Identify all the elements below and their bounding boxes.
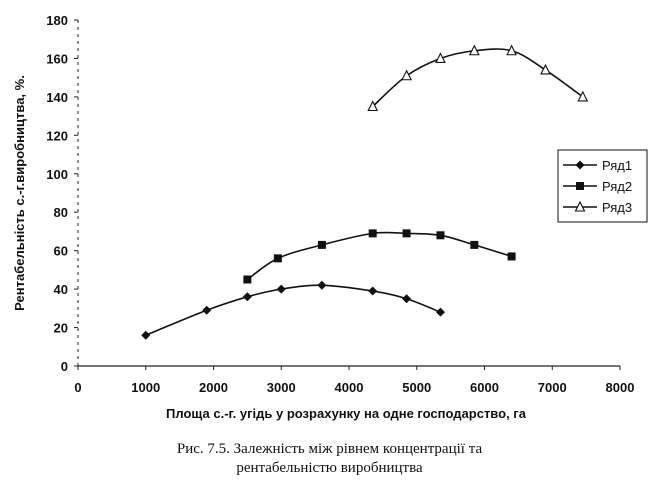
data-point (317, 240, 326, 249)
x-tick-label: 6000 (470, 380, 499, 395)
data-point (317, 280, 327, 290)
series-1 (141, 280, 445, 340)
legend-marker (575, 160, 585, 170)
y-tick-label: 0 (61, 359, 68, 374)
data-point (276, 284, 286, 294)
x-axis-title: Площа с.-г. угідь у розрахунку на одне г… (166, 406, 527, 421)
data-point (468, 44, 480, 56)
data-point (577, 90, 589, 102)
y-ticks: 0 20 40 60 80 100 120 140 160 180 (46, 13, 78, 374)
figure-caption: Рис. 7.5. Залежність між рівнем концентр… (0, 440, 659, 478)
y-tick-label: 100 (46, 167, 68, 182)
data-point (436, 231, 445, 240)
legend-marker (574, 200, 586, 212)
data-point (368, 286, 378, 296)
y-tick-label: 180 (46, 13, 68, 28)
legend-label: Ряд1 (602, 158, 632, 173)
data-point (402, 229, 411, 238)
data-point (368, 229, 377, 238)
caption-line-2: рентабельністю виробництва (236, 460, 423, 476)
y-tick-label: 160 (46, 51, 68, 66)
data-point (141, 330, 151, 340)
series-layer (141, 44, 589, 340)
legend-label: Ряд3 (602, 200, 632, 215)
series-line (145, 284, 441, 336)
data-point (273, 254, 282, 263)
x-tick-label: 4000 (335, 380, 364, 395)
x-tick-label: 7000 (538, 380, 567, 395)
data-point (540, 63, 551, 75)
y-tick-label: 60 (54, 244, 68, 259)
y-axis-title: Рентабельність с.-г.виробництва, %. (12, 75, 27, 311)
legend: Ряд1 Ряд2 Ряд3 (557, 149, 648, 223)
data-point (243, 275, 252, 284)
series-3 (367, 44, 589, 112)
data-point (470, 240, 479, 249)
y-tick-label: 40 (54, 282, 68, 297)
data-point (367, 100, 379, 112)
legend-label: Ряд2 (602, 179, 632, 194)
data-point (202, 305, 212, 315)
x-tick-label: 8000 (606, 380, 635, 395)
data-point (402, 294, 412, 304)
caption-line-1: Рис. 7.5. Залежність між рівнем концентр… (176, 441, 483, 457)
x-tick-label: 1000 (131, 380, 160, 395)
data-point (242, 292, 252, 302)
x-ticks: 0 1000 2000 3000 4000 5000 6000 7000 8000 (74, 366, 634, 395)
y-tick-label: 140 (46, 90, 68, 105)
series-line (246, 231, 512, 281)
chart: 0 20 40 60 80 100 120 140 160 180 0 1000 2000 3000 40… (12, 13, 648, 421)
x-tick-label: 0 (74, 380, 81, 395)
plot-area (77, 20, 620, 367)
data-point (435, 52, 446, 63)
series-2 (243, 229, 516, 284)
x-tick-label: 5000 (402, 380, 431, 395)
x-tick-label: 3000 (267, 380, 296, 395)
x-tick-label: 2000 (199, 380, 228, 395)
y-tick-label: 120 (46, 128, 68, 143)
data-point (401, 69, 412, 81)
y-tick-label: 80 (54, 205, 68, 220)
y-tick-label: 20 (54, 321, 68, 336)
data-point (507, 252, 516, 261)
data-point (435, 307, 445, 317)
legend-marker (576, 182, 584, 190)
data-point (506, 44, 517, 56)
